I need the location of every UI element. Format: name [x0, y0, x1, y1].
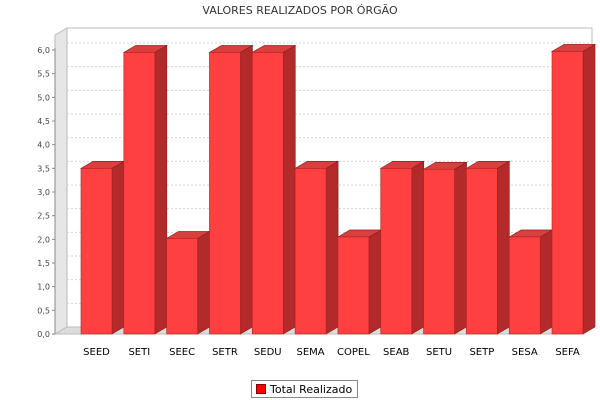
bar-front	[166, 238, 198, 335]
bar-side	[154, 44, 168, 335]
bar-side	[282, 44, 296, 335]
bar	[422, 161, 468, 335]
x-tick-label: SETI	[128, 347, 150, 358]
y-axis: 0,0 0,5 1,0 1,5 2,0 2,5 3,0 3,5 4,0 4,5 5,0 5,5 6,0	[37, 46, 56, 339]
bar	[122, 44, 168, 335]
bar	[379, 160, 425, 335]
chart-title: VALORES REALIZADOS POR ÓRGÃO	[202, 4, 398, 17]
y-tick-label: 3,0	[37, 188, 50, 197]
y-tick-label: 5,0	[37, 93, 50, 102]
bars	[79, 43, 597, 335]
bar-side	[411, 160, 425, 335]
y-tick-label: 5,5	[37, 70, 50, 79]
bar-front	[380, 168, 413, 335]
x-tick-label: SEFA	[555, 347, 580, 358]
bar-front	[123, 52, 156, 335]
bar-front	[80, 168, 113, 335]
bar	[165, 230, 211, 335]
bar-side	[454, 161, 467, 335]
y-tick-label: 0,5	[37, 306, 50, 315]
x-tick-label: SEED	[83, 347, 110, 358]
x-tick-label: SEEC	[169, 347, 195, 358]
bar-front	[551, 51, 584, 335]
bar-front	[337, 236, 370, 335]
bar	[508, 229, 554, 335]
x-tick-label: SETU	[426, 347, 452, 358]
bar-side	[240, 44, 253, 335]
y-tick-label: 6,0	[37, 46, 50, 55]
bar	[336, 229, 383, 335]
bar	[550, 43, 597, 335]
y-tick-label: 1,0	[37, 283, 50, 292]
legend-swatch	[256, 384, 266, 394]
bar-side	[582, 43, 596, 335]
y-tick-label: 2,0	[37, 235, 50, 244]
bar-side	[197, 230, 210, 335]
bar-front	[508, 236, 541, 335]
y-tick-label: 2,5	[37, 212, 50, 221]
x-tick-label: SEAB	[383, 347, 410, 358]
plot-left-wall	[54, 27, 68, 335]
bar-front	[294, 168, 327, 335]
bar-front	[466, 168, 498, 335]
x-tick-label: SEDU	[254, 347, 282, 358]
bar-front	[423, 168, 455, 335]
x-tick-label: SETR	[212, 347, 238, 358]
bar-side	[497, 160, 510, 335]
y-tick-label: 4,5	[37, 117, 50, 126]
bar-side	[111, 160, 125, 335]
bar-side	[539, 229, 553, 335]
bar-side	[325, 160, 339, 335]
bar-side	[368, 229, 382, 335]
x-axis: SEED SETI SEEC SETR SEDU SEMA COPEL SEAB SETU SET…	[83, 347, 580, 358]
x-tick-label: SEMA	[297, 347, 325, 358]
y-tick-label: 3,5	[37, 164, 50, 173]
bar	[79, 160, 126, 335]
x-tick-label: COPEL	[337, 347, 370, 358]
legend: Total Realizado	[251, 380, 359, 398]
bar	[465, 160, 511, 335]
legend-label: Total Realizado	[270, 382, 353, 396]
y-tick-label: 0,0	[37, 330, 50, 339]
bar-front	[209, 52, 241, 335]
bar	[251, 44, 297, 335]
bar	[293, 160, 340, 335]
bar-front	[251, 52, 284, 335]
x-tick-label: SETP	[469, 347, 494, 358]
bar	[208, 44, 254, 335]
y-tick-label: 4,0	[37, 141, 50, 150]
x-tick-label: SESA	[512, 347, 538, 358]
y-tick-label: 1,5	[37, 259, 50, 268]
